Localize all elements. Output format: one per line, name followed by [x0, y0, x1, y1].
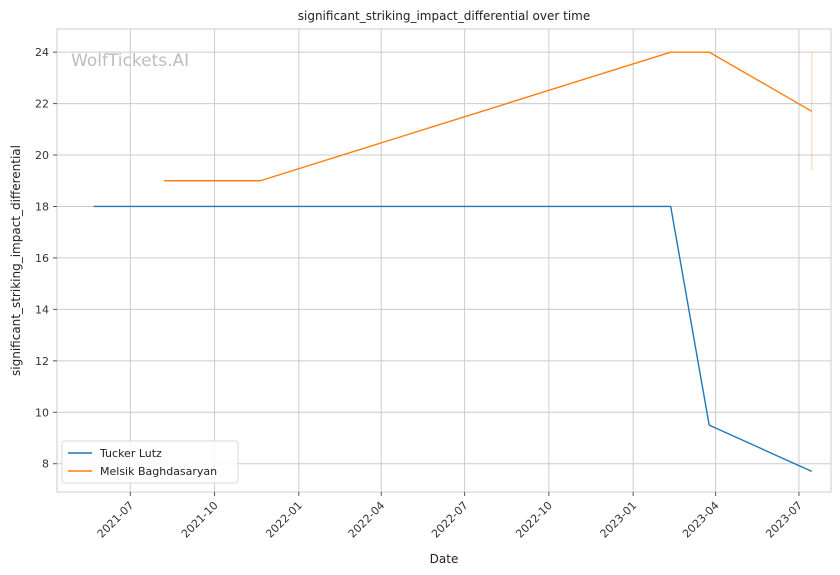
- x-tick-label: 2022-10: [513, 499, 555, 541]
- y-tick-label: 22: [35, 98, 49, 111]
- x-axis: 2021-07 2021-10 2022-01 2022-04 2022-07 2022-…: [95, 492, 805, 541]
- legend-label: Melsik Baghdasaryan: [100, 465, 217, 478]
- y-tick-label: 18: [35, 200, 49, 213]
- series-line-0: [93, 205, 813, 473]
- x-tick-label: 2022-07: [429, 499, 471, 541]
- y-tick-label: 24: [35, 46, 49, 59]
- series-line-1: [164, 51, 813, 182]
- x-tick-label: 2023-01: [598, 499, 640, 541]
- watermark: WolfTickets.AI: [71, 51, 189, 71]
- series-layer: [93, 51, 813, 473]
- x-axis-label: Date: [430, 552, 459, 566]
- x-tick-label: 2023-07: [763, 499, 805, 541]
- legend-label: Tucker Lutz: [99, 447, 162, 460]
- y-tick-label: 10: [35, 406, 49, 419]
- y-tick-label: 14: [35, 303, 49, 316]
- y-axis-label: significant_striking_impact_differential: [9, 145, 23, 376]
- x-tick-label: 2023-04: [680, 499, 722, 541]
- x-tick-label: 2022-01: [263, 499, 305, 541]
- chart-title: significant_striking_impact_differential…: [298, 9, 590, 23]
- y-axis: 8 10 12 14 16 18 20 22 24: [35, 46, 57, 471]
- legend-box: [61, 440, 239, 484]
- grid-lines: [57, 29, 831, 492]
- legend: Tucker Lutz Melsik Baghdasaryan: [61, 440, 239, 484]
- y-tick-label: 8: [42, 458, 49, 471]
- y-tick-label: 12: [35, 355, 49, 368]
- plot-area: [56, 28, 832, 493]
- x-tick-label: 2021-10: [179, 499, 221, 541]
- x-tick-label: 2022-04: [346, 499, 388, 541]
- y-tick-label: 20: [35, 149, 49, 162]
- x-tick-label: 2021-07: [95, 499, 137, 541]
- y-tick-label: 16: [35, 252, 49, 265]
